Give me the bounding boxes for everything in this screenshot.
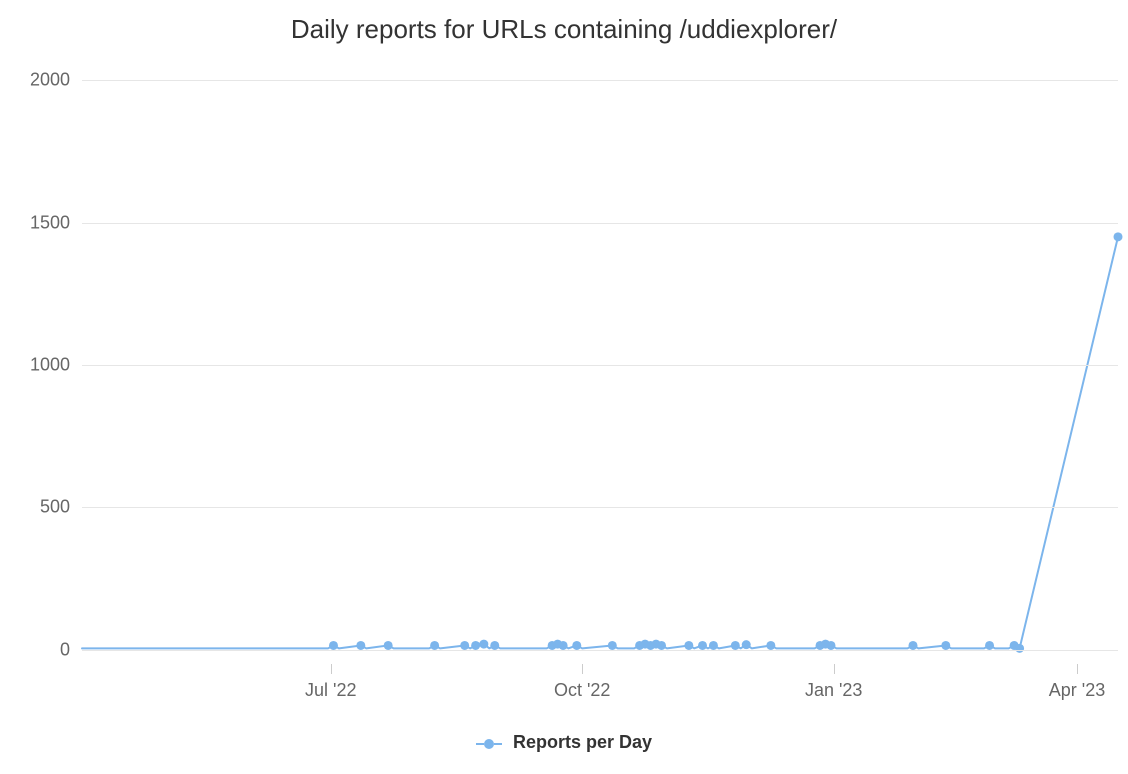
data-point[interactable] — [479, 640, 488, 649]
data-point[interactable] — [608, 641, 617, 650]
data-point[interactable] — [329, 641, 338, 650]
x-tick-mark — [834, 664, 835, 674]
chart-container: Daily reports for URLs containing /uddie… — [0, 0, 1128, 774]
series-path — [82, 237, 1118, 648]
data-point[interactable] — [657, 641, 666, 650]
x-tick-label: Jan '23 — [805, 680, 862, 701]
data-point[interactable] — [430, 641, 439, 650]
data-point[interactable] — [471, 641, 480, 650]
grid-line — [82, 365, 1118, 366]
data-point[interactable] — [559, 641, 568, 650]
grid-line — [82, 223, 1118, 224]
data-point[interactable] — [826, 641, 835, 650]
grid-line — [82, 80, 1118, 81]
data-point[interactable] — [698, 641, 707, 650]
y-tick-label: 1000 — [0, 355, 70, 376]
chart-title: Daily reports for URLs containing /uddie… — [0, 14, 1128, 45]
y-tick-label: 1500 — [0, 212, 70, 233]
x-tick-mark — [331, 664, 332, 674]
y-tick-label: 0 — [0, 639, 70, 660]
data-point[interactable] — [684, 641, 693, 650]
x-tick-label: Jul '22 — [305, 680, 356, 701]
grid-line — [82, 507, 1118, 508]
data-point[interactable] — [709, 641, 718, 650]
data-point[interactable] — [356, 641, 365, 650]
y-tick-label: 500 — [0, 497, 70, 518]
data-point[interactable] — [908, 641, 917, 650]
data-point[interactable] — [985, 641, 994, 650]
x-tick-mark — [582, 664, 583, 674]
y-tick-label: 2000 — [0, 70, 70, 91]
data-point[interactable] — [1114, 232, 1123, 241]
legend-label: Reports per Day — [513, 732, 652, 752]
data-point[interactable] — [742, 640, 751, 649]
x-tick-mark — [1077, 664, 1078, 674]
data-point[interactable] — [1015, 644, 1024, 653]
data-point[interactable] — [731, 641, 740, 650]
grid-line — [82, 650, 1118, 651]
data-point[interactable] — [460, 641, 469, 650]
data-point[interactable] — [572, 641, 581, 650]
data-point[interactable] — [941, 641, 950, 650]
data-point[interactable] — [766, 641, 775, 650]
legend-marker — [476, 733, 502, 754]
legend[interactable]: Reports per Day — [0, 732, 1128, 754]
data-point[interactable] — [384, 641, 393, 650]
x-tick-label: Apr '23 — [1049, 680, 1105, 701]
x-tick-label: Oct '22 — [554, 680, 610, 701]
data-point[interactable] — [490, 641, 499, 650]
